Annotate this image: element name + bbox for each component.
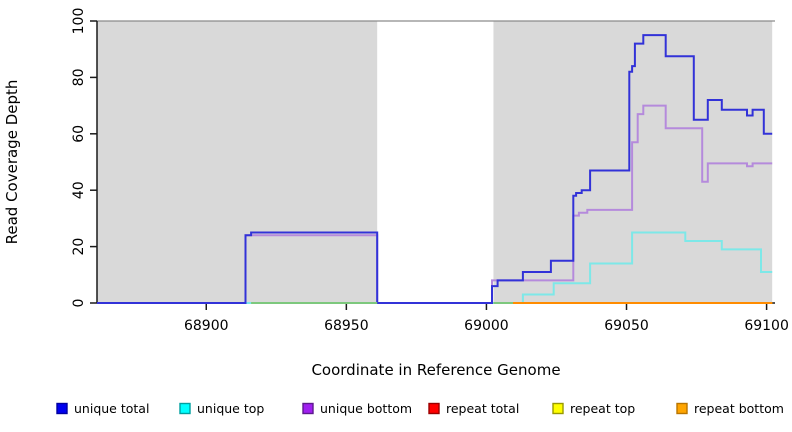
legend-swatch-repeat-bottom (676, 402, 688, 415)
legend-label-repeat-bottom: repeat bottom (694, 401, 784, 416)
legend-label-unique-bottom: unique bottom (320, 401, 412, 416)
legend-label-repeat-top: repeat top (570, 401, 635, 416)
legend-label-unique-total: unique total (74, 401, 149, 416)
y-tick-label: 0 (71, 299, 87, 308)
y-axis-title: Read Coverage Depth (3, 80, 21, 245)
legend-label-repeat-total: repeat total (446, 401, 519, 416)
y-tick-label: 20 (71, 238, 87, 256)
chart-background (97, 21, 773, 303)
x-tick-label: 68900 (184, 318, 229, 334)
y-tick-label: 80 (71, 68, 87, 86)
series-line-unique-top (97, 231, 773, 304)
y-tick-label: 60 (71, 125, 87, 143)
legend-swatch-unique-bottom (302, 402, 314, 415)
x-tick-label: 69100 (744, 318, 789, 334)
legend-label-unique-top: unique top (197, 401, 264, 416)
chart-legend: unique total unique top unique bottom repea… (56, 401, 784, 416)
x-tick-label: 69050 (604, 318, 649, 334)
legend-swatch-unique-top (179, 402, 191, 415)
x-tick-label: 69000 (464, 318, 509, 334)
legend-swatch-unique-total (56, 402, 68, 415)
series-line-unique-total (97, 34, 773, 304)
chart-series (97, 34, 773, 304)
legend-swatch-repeat-total (428, 402, 440, 415)
shaded-region (97, 21, 378, 303)
x-axis-title: Coordinate in Reference Genome (311, 361, 560, 379)
y-tick-label: 40 (71, 181, 87, 199)
y-tick-label: 100 (71, 8, 87, 35)
legend-swatch-repeat-top (552, 402, 564, 415)
x-tick-label: 68950 (324, 318, 369, 334)
